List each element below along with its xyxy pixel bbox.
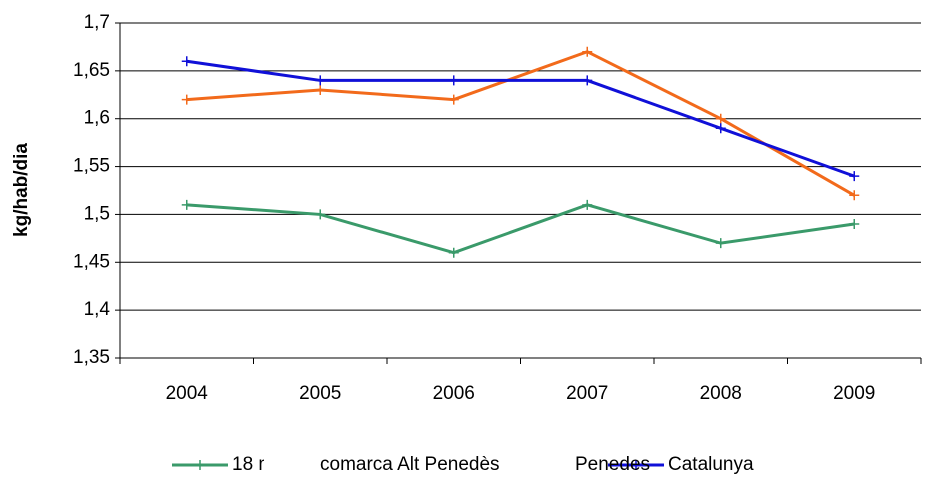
point — [448, 247, 459, 258]
x-tick-label: 2008 — [700, 383, 742, 404]
point — [715, 113, 726, 124]
y-tick-label: 1,45 — [73, 251, 110, 272]
x-tick-label: 2006 — [433, 383, 475, 404]
series-line — [186, 59, 855, 178]
y-tick-label: 1,35 — [73, 347, 110, 368]
legend-cover — [264, 453, 569, 477]
point — [582, 75, 593, 86]
x-tick-label: 2004 — [166, 383, 209, 404]
x-tick-label: 2005 — [299, 383, 341, 404]
series-line — [186, 50, 855, 197]
y-tick-label: 1,65 — [73, 60, 110, 81]
point — [315, 75, 326, 86]
legend-label: Catalunya — [668, 454, 754, 475]
y-tick-label: 1,4 — [84, 299, 111, 320]
legend-cover — [570, 453, 576, 462]
point — [849, 190, 860, 201]
y-tick-label: 1,5 — [84, 203, 110, 224]
y-tick-label: 1,55 — [73, 156, 110, 177]
legend-marker — [631, 460, 641, 470]
series-line — [186, 203, 855, 255]
legend-label: comarca Alt Penedès — [320, 454, 500, 475]
point — [582, 46, 593, 57]
point — [181, 56, 192, 67]
point — [715, 123, 726, 134]
point — [315, 209, 326, 220]
y-axis-label: kg/hab/dia — [11, 143, 32, 237]
x-tick-label: 2007 — [566, 383, 608, 404]
legend-marker — [195, 460, 205, 470]
point — [715, 238, 726, 249]
point — [181, 199, 192, 210]
x-tick-label: 2009 — [833, 383, 875, 404]
point — [849, 171, 860, 182]
point — [315, 85, 326, 95]
y-tick-label: 1,6 — [84, 108, 110, 129]
point — [582, 199, 593, 210]
legend-label: Penedes — [575, 454, 650, 475]
point — [849, 219, 860, 229]
y-tick-label: 1,7 — [84, 12, 110, 33]
point — [181, 94, 192, 105]
point — [448, 75, 459, 86]
legend-cover — [570, 453, 578, 477]
point — [448, 94, 459, 105]
